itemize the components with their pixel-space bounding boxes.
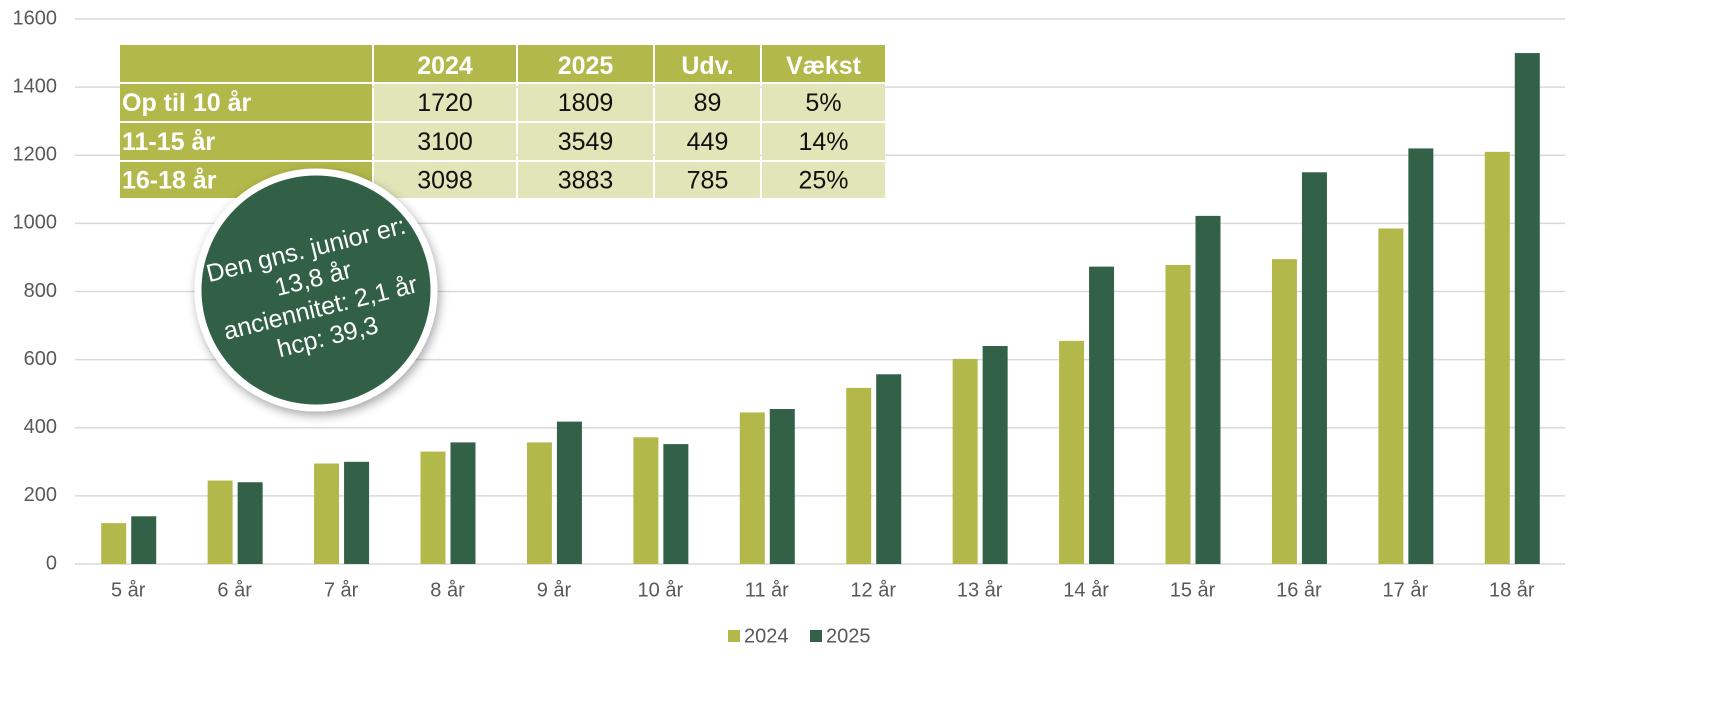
bar bbox=[1301, 172, 1327, 564]
table-text: 11-15 år bbox=[122, 128, 215, 156]
table-header: 2025 bbox=[558, 52, 614, 80]
x-tick-label: 9 år bbox=[537, 579, 572, 601]
table-cell bbox=[518, 123, 653, 160]
y-tick-label: 1400 bbox=[13, 75, 58, 97]
table-text: 89 bbox=[694, 89, 722, 117]
x-tick-label: 14 år bbox=[1063, 579, 1109, 601]
table-text: 1809 bbox=[558, 89, 614, 117]
table-text: 16-18 år bbox=[122, 167, 217, 195]
table-text: 14% bbox=[798, 128, 848, 156]
bar bbox=[237, 482, 263, 564]
bar bbox=[739, 412, 765, 564]
table-cell bbox=[374, 84, 516, 121]
y-tick-label: 1600 bbox=[13, 7, 58, 29]
table-text: 3100 bbox=[417, 128, 473, 156]
summary-table: 2024 2025 Udv. Vækst Op til 10 år 1720 1809 89 5… bbox=[120, 45, 885, 198]
x-tick-label: 16 år bbox=[1276, 579, 1322, 601]
table-cell bbox=[374, 162, 516, 198]
table-cell bbox=[655, 123, 760, 160]
table-cell bbox=[655, 45, 760, 82]
bar bbox=[314, 463, 340, 564]
x-tick-label: 11 år bbox=[745, 579, 789, 601]
table-cell bbox=[374, 45, 516, 82]
table-cell bbox=[518, 84, 653, 121]
x-tick-label: 5 år bbox=[111, 579, 146, 601]
bar bbox=[663, 444, 689, 564]
bar bbox=[982, 346, 1008, 564]
bar bbox=[1089, 266, 1115, 564]
x-tick-label: 7 år bbox=[324, 579, 359, 601]
table-cell bbox=[762, 123, 885, 160]
bar bbox=[101, 523, 127, 564]
bar bbox=[633, 437, 659, 564]
table-cell bbox=[120, 45, 372, 82]
table-text: 1720 bbox=[417, 89, 473, 117]
bar bbox=[1165, 264, 1191, 564]
bar bbox=[1408, 148, 1434, 564]
bar bbox=[344, 461, 370, 564]
table-text: 785 bbox=[687, 167, 729, 195]
legend-swatch bbox=[728, 630, 740, 642]
table-header: Vækst bbox=[786, 52, 862, 80]
table-cell bbox=[518, 162, 653, 198]
bar bbox=[1271, 259, 1297, 564]
y-tick-label: 0 bbox=[46, 552, 57, 574]
x-tick-label: 17 år bbox=[1383, 579, 1429, 601]
table-cell bbox=[762, 45, 885, 82]
bar bbox=[556, 421, 582, 564]
table-text: 25% bbox=[798, 167, 848, 195]
table-header: Udv. bbox=[681, 52, 733, 80]
x-tick-label: 6 år bbox=[217, 579, 252, 601]
x-tick-label: 18 år bbox=[1489, 579, 1535, 601]
y-tick-label: 600 bbox=[24, 348, 57, 370]
table-text: 449 bbox=[687, 128, 729, 156]
y-tick-label: 400 bbox=[24, 416, 57, 438]
y-tick-label: 800 bbox=[24, 280, 57, 302]
bars: 5 år 6 år 7 år 8 år 9 år 10 år 11 år 12 år 13 år… bbox=[101, 53, 1540, 601]
bar bbox=[1514, 53, 1540, 564]
bar bbox=[207, 480, 233, 564]
x-tick-label: 13 år bbox=[957, 579, 1003, 601]
bar bbox=[952, 358, 978, 564]
table-header: 2024 bbox=[417, 52, 473, 80]
annotation-circle bbox=[194, 168, 438, 412]
table-text: 5% bbox=[805, 89, 841, 117]
table-text: Op til 10 år bbox=[122, 89, 251, 117]
bar bbox=[846, 387, 872, 564]
y-tick-label: 1000 bbox=[13, 212, 58, 234]
bar bbox=[1378, 228, 1404, 564]
bar bbox=[876, 374, 902, 564]
table-cell bbox=[518, 45, 653, 82]
bar bbox=[769, 409, 795, 564]
table-text: 3883 bbox=[558, 167, 614, 195]
x-tick-label: 8 år bbox=[430, 579, 465, 601]
bar bbox=[1195, 215, 1221, 564]
legend-label: 2024 bbox=[744, 625, 789, 647]
table-cell bbox=[120, 123, 372, 160]
table-cell bbox=[655, 162, 760, 198]
table-cell bbox=[374, 123, 516, 160]
x-tick-label: 10 år bbox=[638, 579, 684, 601]
table-cell bbox=[655, 84, 760, 121]
y-tick-label: 200 bbox=[24, 484, 57, 506]
bar bbox=[420, 451, 446, 564]
table-text: 3098 bbox=[417, 167, 473, 195]
table-text: 3549 bbox=[558, 128, 614, 156]
table-cell bbox=[762, 162, 885, 198]
bar bbox=[450, 442, 476, 564]
legend-swatch bbox=[810, 630, 822, 642]
legend: 2024 2025 bbox=[728, 625, 871, 647]
bar bbox=[1059, 340, 1085, 564]
bar bbox=[1484, 151, 1510, 564]
bar bbox=[131, 516, 157, 564]
table-cell bbox=[120, 84, 372, 121]
y-tick-label: 1200 bbox=[13, 144, 58, 166]
x-tick-label: 12 år bbox=[850, 579, 896, 601]
x-tick-label: 15 år bbox=[1170, 579, 1216, 601]
legend-label: 2025 bbox=[826, 625, 871, 647]
table-cell bbox=[762, 84, 885, 121]
bar bbox=[526, 442, 552, 564]
